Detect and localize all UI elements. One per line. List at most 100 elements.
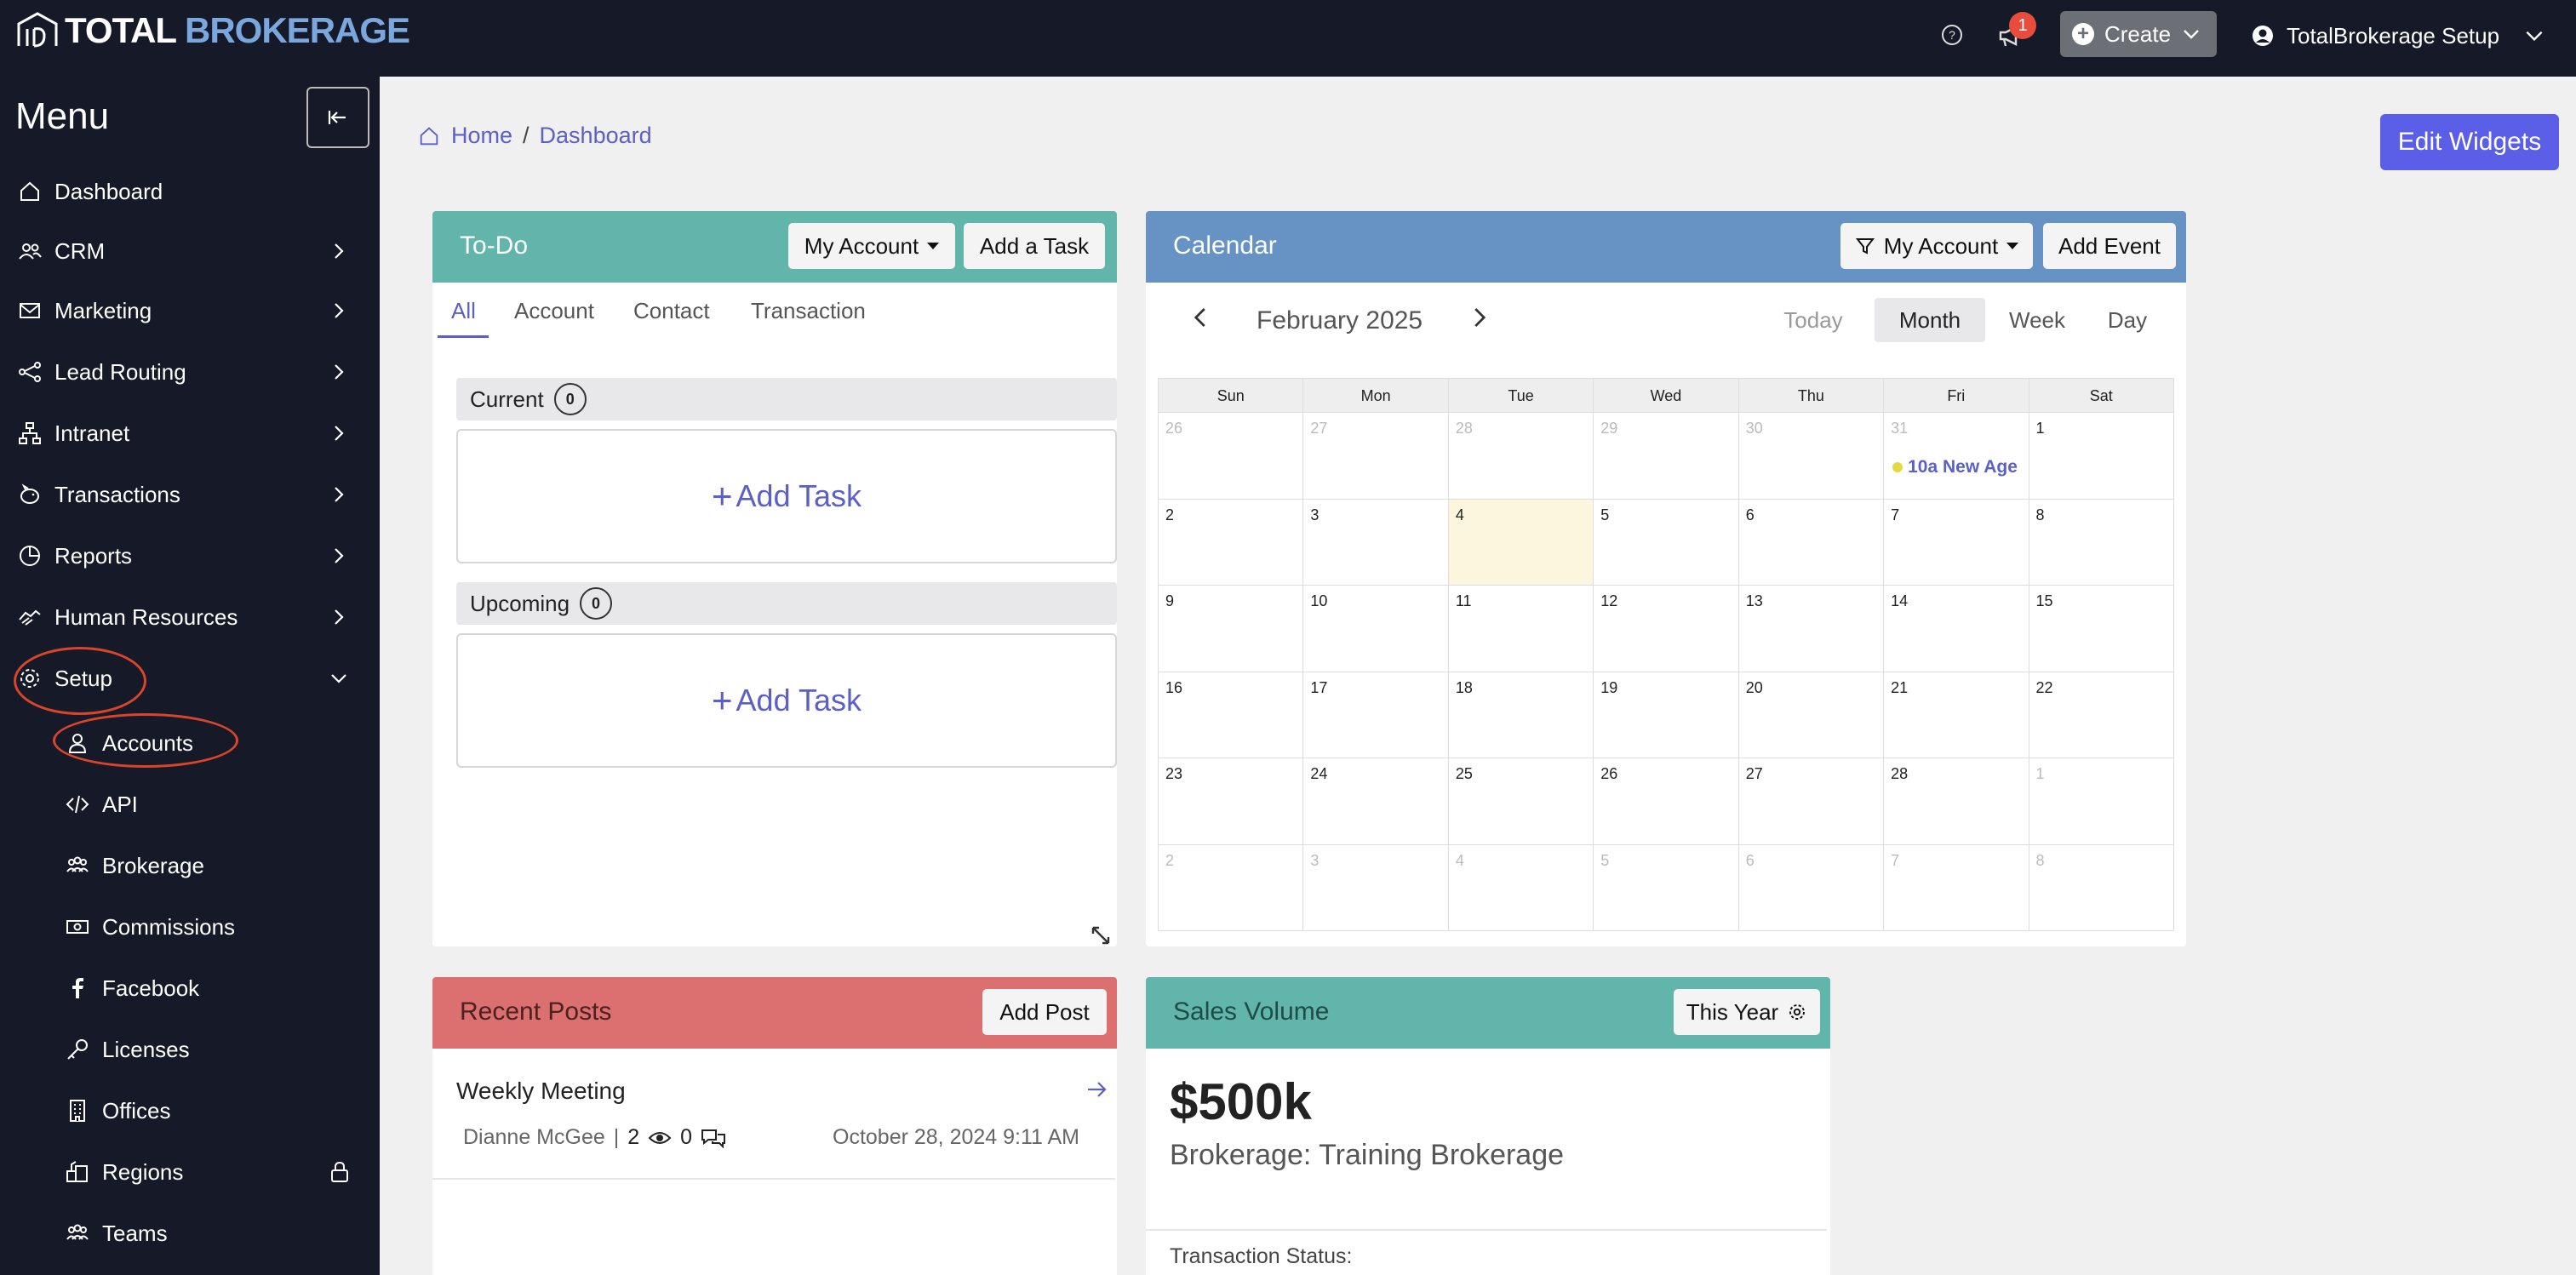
calendar-day[interactable]: 26: [1594, 758, 1739, 845]
calendar-day[interactable]: 1: [2029, 413, 2174, 500]
calendar-day[interactable]: 1: [2029, 758, 2174, 845]
sidebar-subitem-teams[interactable]: Teams: [0, 1208, 380, 1259]
calendar-day[interactable]: 9: [1159, 586, 1304, 672]
calendar-day[interactable]: 23: [1159, 758, 1304, 845]
sales-volume-value: $500k: [1170, 1073, 1312, 1130]
add-task-current-button[interactable]: + Add Task: [456, 429, 1117, 563]
calendar-day[interactable]: 3: [1303, 499, 1449, 586]
calendar-day[interactable]: 6: [1738, 499, 1885, 586]
view-week-button[interactable]: Week: [2009, 306, 2065, 333]
menu-title: Menu: [15, 95, 110, 137]
todo-filter-label: My Account: [804, 232, 919, 259]
sidebar-item-transactions[interactable]: Transactions: [0, 469, 380, 520]
calendar-day[interactable]: 11: [1448, 586, 1594, 672]
sidebar-subitem-offices[interactable]: Offices: [0, 1085, 380, 1136]
todo-filter-dropdown[interactable]: My Account: [788, 223, 955, 269]
calendar-day[interactable]: 2: [1159, 499, 1304, 586]
tab-contact[interactable]: Contact: [633, 298, 710, 323]
sidebar-item-setup[interactable]: Setup: [0, 653, 380, 704]
calendar-day[interactable]: 30: [1738, 413, 1885, 500]
sidebar-subitem-facebook[interactable]: Facebook: [0, 963, 380, 1014]
chevron-left-icon[interactable]: [1188, 305, 1214, 330]
add-a-task-button[interactable]: Add a Task: [964, 223, 1105, 269]
calendar-day[interactable]: 4: [1448, 844, 1594, 931]
add-task-upcoming-button[interactable]: + Add Task: [456, 633, 1117, 768]
month-label: February 2025: [1257, 306, 1423, 334]
calendar-day[interactable]: 12: [1594, 586, 1739, 672]
calendar-day[interactable]: 7: [1884, 844, 2029, 931]
lock-icon: [331, 1161, 348, 1182]
calendar-day[interactable]: 14: [1884, 586, 2029, 672]
breadcrumb-home-link[interactable]: Home: [451, 123, 513, 148]
gear-icon: [1789, 1004, 1806, 1020]
calendar-day[interactable]: 15: [2029, 586, 2174, 672]
calendar-day[interactable]: 26: [1159, 413, 1304, 500]
user-menu[interactable]: TotalBrokerage Setup: [2251, 17, 2545, 54]
day-number: 12: [1600, 592, 1618, 609]
breadcrumb-current[interactable]: Dashboard: [539, 123, 652, 148]
calendar-day[interactable]: 3: [1303, 844, 1449, 931]
sidebar-subitem-regions[interactable]: Regions: [0, 1146, 380, 1198]
calendar-day[interactable]: 8: [2029, 844, 2174, 931]
calendar-day[interactable]: 28: [1884, 758, 2029, 845]
today-button[interactable]: Today: [1783, 306, 1843, 333]
calendar-day[interactable]: 6: [1738, 844, 1885, 931]
add-post-button[interactable]: Add Post: [982, 989, 1107, 1035]
tab-all[interactable]: All: [451, 298, 476, 323]
calendar-day[interactable]: 5: [1594, 499, 1739, 586]
calendar-day[interactable]: 7: [1884, 499, 2029, 586]
calendar-filter-dropdown[interactable]: My Account: [1840, 223, 2033, 269]
sidebar-item-human-resources[interactable]: Human Resources: [0, 592, 380, 643]
tab-transaction[interactable]: Transaction: [751, 298, 866, 323]
calendar-day[interactable]: 2: [1159, 844, 1304, 931]
calendar-day[interactable]: 18: [1448, 672, 1594, 758]
sidebar-item-lead-routing[interactable]: Lead Routing: [0, 346, 380, 397]
calendar-event[interactable]: 10a New Age: [1892, 457, 2027, 477]
calendar-day[interactable]: 27: [1738, 758, 1885, 845]
megaphone-icon[interactable]: [1994, 19, 2028, 53]
calendar-day[interactable]: 10: [1303, 586, 1449, 672]
calendar-day[interactable]: 17: [1303, 672, 1449, 758]
sidebar-item-reports[interactable]: Reports: [0, 530, 380, 581]
sidebar-item-dashboard[interactable]: Dashboard: [0, 166, 380, 217]
logo[interactable]: TOTAL BROKERAGE: [15, 12, 410, 49]
help-icon[interactable]: ?: [1938, 20, 1966, 49]
sidebar-subitem-licenses[interactable]: Licenses: [0, 1024, 380, 1075]
arrow-right-icon[interactable]: [1085, 1078, 1108, 1101]
calendar-day[interactable]: 29: [1594, 413, 1739, 500]
calendar-day[interactable]: 5: [1594, 844, 1739, 931]
chevron-right-icon[interactable]: [1466, 305, 1491, 330]
calendar-day[interactable]: 24: [1303, 758, 1449, 845]
collapse-arrow-icon: [328, 111, 346, 124]
add-event-button[interactable]: Add Event: [2043, 223, 2176, 269]
sidebar-subitem-accounts[interactable]: Accounts: [0, 718, 380, 769]
calendar-day[interactable]: 19: [1594, 672, 1739, 758]
edit-widgets-button[interactable]: Edit Widgets: [2380, 114, 2559, 170]
period-dropdown[interactable]: This Year: [1674, 989, 1820, 1035]
resize-icon[interactable]: [1088, 923, 1113, 946]
calendar-day[interactable]: 13: [1738, 586, 1885, 672]
sidebar-item-intranet[interactable]: Intranet: [0, 408, 380, 459]
calendar-day[interactable]: 8: [2029, 499, 2174, 586]
view-month-button[interactable]: Month: [1875, 298, 1985, 342]
calendar-day[interactable]: 22: [2029, 672, 2174, 758]
calendar-day[interactable]: 27: [1303, 413, 1449, 500]
calendar-day-today[interactable]: 4: [1448, 499, 1594, 586]
day-number: 4: [1455, 506, 1464, 523]
tab-account[interactable]: Account: [514, 298, 594, 323]
view-day-button[interactable]: Day: [2107, 306, 2148, 333]
sidebar-subitem-brokerage[interactable]: Brokerage: [0, 840, 380, 891]
calendar-day[interactable]: 31 10a New Age: [1884, 413, 2029, 500]
calendar-day[interactable]: 28: [1448, 413, 1594, 500]
calendar-day[interactable]: 16: [1159, 672, 1304, 758]
sidebar-subitem-api[interactable]: API: [0, 779, 380, 830]
post-title[interactable]: Weekly Meeting: [456, 1078, 626, 1104]
sidebar-item-crm[interactable]: CRM: [0, 226, 380, 277]
sidebar-subitem-commissions[interactable]: Commissions: [0, 901, 380, 952]
calendar-day[interactable]: 21: [1884, 672, 2029, 758]
calendar-day[interactable]: 20: [1738, 672, 1885, 758]
sidebar-item-marketing[interactable]: Marketing: [0, 285, 380, 336]
collapse-sidebar-button[interactable]: [306, 87, 369, 148]
create-button[interactable]: + Create: [2060, 11, 2217, 57]
calendar-day[interactable]: 25: [1448, 758, 1594, 845]
